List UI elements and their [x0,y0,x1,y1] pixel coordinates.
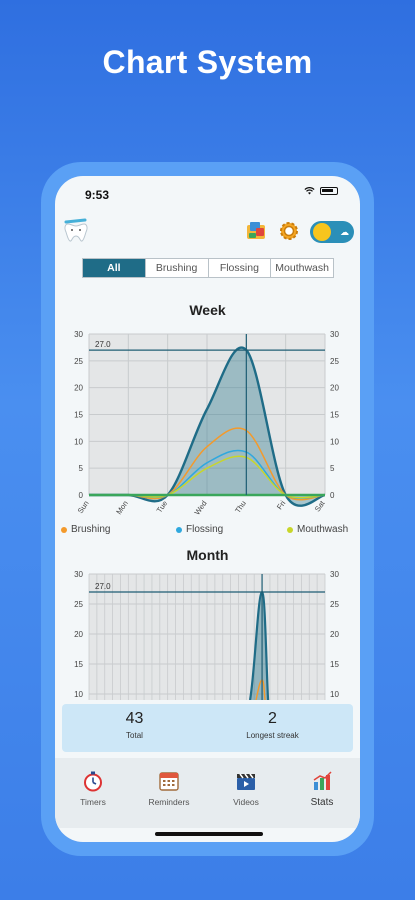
week-ytick-left: 25 [74,357,83,366]
home-indicator [155,832,263,836]
filter-tab-all[interactable]: All [83,259,146,277]
filter-tab-mouthwash[interactable]: Mouthwash [275,262,329,274]
week-xtick-label: Sun [76,499,91,515]
total-stat: 43 Total [62,710,207,740]
legend-label-brushing: Brushing [71,524,111,535]
week-total-area [89,347,325,506]
status-time: 9:53 [85,188,110,202]
tooth-logo-icon [64,218,88,242]
month-ytick-right: 15 [330,660,339,669]
week-ytick-left: 5 [79,464,84,473]
share-icon[interactable] [245,220,267,242]
week-ytick-left: 20 [74,384,83,393]
tab-timers[interactable]: Timers [55,770,131,807]
gear-icon[interactable] [278,220,300,242]
app-header: ☁ [55,212,360,252]
status-icons [304,187,338,195]
battery-icon [320,187,338,195]
tab-timers-label: Timers [80,797,106,807]
month-ytick-right: 20 [330,630,339,639]
month-ytick-left: 25 [74,600,83,609]
legend-label-flossing: Flossing [186,524,224,535]
month-highlight-label: 27.0 [95,582,111,591]
month-total-area [250,592,269,700]
month-ytick-left: 30 [74,570,83,579]
month-ytick-left: 15 [74,660,83,669]
week-ytick-right: 30 [330,330,339,339]
summary-card: 43 Total 2 Longest streak [62,704,353,752]
bar-chart-icon [313,771,332,790]
month-chart: 10 10 15 15 20 20 25 25 30 30 27.0 [74,570,339,700]
total-label: Total [126,731,143,740]
month-chart-title: Month [186,547,229,563]
clapperboard-icon [237,773,255,790]
filter-tabs: All Brushing Flossing Mouthwash [82,258,334,278]
week-xtick-label: Thu [233,499,248,515]
week-xtick-label: Fri [275,499,288,512]
week-highlight-label: 27.0 [95,340,111,349]
week-ytick-left: 15 [74,411,83,420]
tab-videos[interactable]: Videos [208,770,284,807]
phone-screen: 9:53 ☁ All Brushing [55,176,360,842]
week-ytick-left: 30 [74,330,83,339]
week-ytick-right: 5 [330,464,335,473]
tab-reminders[interactable]: Reminders [131,770,207,807]
hero-title: Chart System [102,44,313,80]
legend-label-mouthwash: Mouthwash [297,524,349,535]
stopwatch-icon [84,771,102,792]
month-ytick-right: 10 [330,690,339,699]
streak-label: Longest streak [246,731,299,740]
calendar-icon [159,772,179,791]
week-ytick-right: 15 [330,411,339,420]
week-chart-title: Week [189,302,226,318]
week-xtick-label: Mon [114,499,130,516]
legend-item-brushing: Brushing [61,524,110,535]
week-ytick-left: 10 [74,437,83,446]
streak-value: 2 [268,710,277,727]
tab-bar: Timers Reminders Videos [55,758,360,828]
filter-tab-brushing[interactable]: Brushing [146,259,209,277]
week-xtick-label: Wed [192,499,208,517]
legend-item-mouthwash: Mouthwash [287,524,348,535]
total-value: 43 [125,710,144,727]
streak-stat: 2 Longest streak [200,710,345,740]
tab-videos-label: Videos [233,797,259,807]
wifi-icon [304,187,315,195]
tab-stats-label: Stats [310,797,334,808]
filter-tab-flossing[interactable]: Flossing [209,259,272,277]
week-ytick-right: 25 [330,357,339,366]
legend-dot-flossing [176,526,182,533]
legend-dot-mouthwash [287,526,293,533]
month-ytick-right: 25 [330,600,339,609]
legend-dot-brushing [61,526,67,533]
week-ytick-right: 20 [330,384,339,393]
month-ytick-left: 10 [74,690,83,699]
theme-toggle[interactable]: ☁ [310,221,354,243]
month-ytick-right: 30 [330,570,339,579]
tab-stats[interactable]: Stats [284,770,360,808]
legend-item-flossing: Flossing [176,524,223,535]
tab-reminders-label: Reminders [148,797,190,807]
week-legend: Brushing Flossing Mouthwash [55,524,360,538]
week-ytick-left: 0 [79,491,84,500]
week-ytick-right: 10 [330,437,339,446]
sun-icon [313,223,331,241]
week-ytick-right: 0 [330,491,335,500]
cloud-icon: ☁ [340,227,349,237]
month-ytick-left: 20 [74,630,83,639]
